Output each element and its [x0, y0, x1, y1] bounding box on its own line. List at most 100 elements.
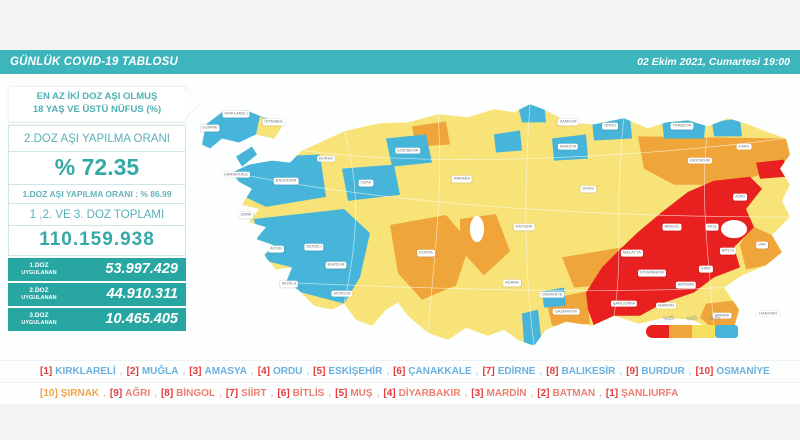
map-region-igdir: [756, 159, 786, 179]
province-label: EDİRNE: [200, 124, 220, 132]
legend-bar: [646, 325, 746, 338]
province-label: ÇANAKKALE: [221, 171, 251, 179]
dose-row-label: 3.DOZ UYGULANAN: [21, 312, 57, 326]
rank-badge: [3]: [471, 388, 484, 399]
province-rank-item: [6] BİTLİS,: [277, 388, 332, 399]
province-label: SİİRT: [698, 265, 714, 273]
rank-badge: [2]: [537, 388, 550, 399]
rank-badge: [6]: [393, 366, 406, 377]
rank-badge: [6]: [277, 388, 290, 399]
separator: ,: [270, 388, 274, 399]
rank-badge: [5]: [335, 388, 348, 399]
province-label: BURDUR: [325, 261, 347, 269]
rank-badge: [4]: [257, 366, 270, 377]
province-rank-item: [5] ESKİŞEHİR,: [313, 366, 390, 377]
province-rank-item: [9] BURDUR,: [626, 366, 692, 377]
province-label: ANKARA: [451, 175, 473, 183]
province-label: MUŞ: [705, 223, 719, 231]
province-label: MARDİN: [656, 302, 676, 310]
province-rank-item: [10] ŞIRNAK,: [40, 388, 106, 399]
province-label: VAN: [756, 241, 768, 249]
province-rank-item: [8] BİNGOL,: [160, 388, 222, 399]
province-label: AMASYA: [557, 143, 579, 150]
rank-badge: [3]: [189, 366, 202, 377]
map-region-southeast-red: [586, 176, 762, 326]
separator: ,: [376, 388, 380, 399]
rank-badge: [9]: [109, 388, 123, 399]
province-label: ŞIRNAK: [712, 312, 732, 320]
stats-panel: EN AZ İKİ DOZ AŞI OLMUŞ 18 YAŞ VE ÜSTÜ N…: [8, 86, 198, 333]
rank-badge: [8]: [160, 388, 174, 399]
bottom-provinces-row: [10] ŞIRNAK, [9] AĞRI, [8] BİNGOL, [7] SİİRT, [6…: [0, 383, 800, 405]
province-label: ADANA: [503, 280, 521, 287]
legend-segment: [669, 325, 692, 338]
map-legend: %55 %65 %75: [646, 315, 746, 346]
province-rank-item: [7] EDİRNE,: [482, 366, 543, 377]
province-label: SİVAS: [580, 185, 596, 193]
separator: ,: [219, 388, 222, 399]
total-doses-title: 1 ,2. VE 3. DOZ TOPLAMI: [8, 203, 186, 226]
rank-badge: [10]: [695, 366, 714, 377]
province-label: ŞANLIURFA: [610, 300, 638, 308]
province-rank-item: [2] BATMAN,: [537, 388, 602, 399]
province-rank-item: [10] OSMANİYE: [695, 366, 770, 377]
province-label: BALIKESİR: [273, 177, 299, 185]
map-region-sinop: [518, 104, 546, 123]
dose-row: 1.DOZ UYGULANAN 53.997.429: [8, 257, 186, 281]
separator: ,: [539, 366, 543, 377]
rank-badge: [10]: [40, 388, 58, 399]
province-rank-item: [8] BALIKESİR,: [546, 366, 623, 377]
separator: ,: [530, 388, 534, 399]
content-area: EN AZ İKİ DOZ AŞI OLMUŞ 18 YAŞ VE ÜSTÜ N…: [0, 74, 800, 360]
legend-threshold-label: %75: [709, 315, 721, 323]
separator: ,: [599, 388, 602, 399]
map-region-artvin: [712, 118, 742, 137]
separator: ,: [688, 366, 692, 377]
province-rank-item: [1] KIRKLARELİ,: [40, 366, 123, 377]
province-label: DENİZLİ: [304, 243, 324, 251]
dose2-rate-value: % 72.35: [8, 151, 186, 185]
province-rank-item: [9] AĞRI,: [109, 388, 157, 399]
map-region-northeast: [638, 136, 790, 185]
map-region-gelibolu: [236, 146, 257, 167]
province-label: BURSA: [317, 155, 335, 162]
province-label: ESKİŞEHİR: [395, 147, 421, 154]
province-label: KONYA: [417, 249, 435, 257]
province-rank-item: [5] MUŞ,: [335, 388, 380, 399]
province-rank-item: [3] MARDİN,: [471, 388, 534, 399]
turkey-map: EDİRNE KIRKLARELİ İSTANBUL ÇANAKKALE BALIKES…: [194, 76, 794, 358]
province-rank-item: [2] MUĞLA,: [126, 366, 186, 377]
rank-badge: [7]: [482, 366, 495, 377]
province-label: BATMAN: [675, 282, 697, 289]
legend-labels: %55 %65 %75: [646, 315, 746, 325]
province-label: BİNGÖL: [662, 223, 682, 231]
callout-line1: EN AZ İKİ DOZ AŞI OLMUŞ: [36, 91, 158, 102]
lake-van: [721, 220, 747, 239]
province-rank-item: [1] ŞANLIURFA: [605, 388, 679, 399]
province-label: HAKKARİ: [757, 310, 779, 318]
rank-badge: [4]: [383, 388, 396, 399]
map-region-southwest-cluster: [254, 208, 370, 304]
province-label: BİTLİS: [719, 247, 737, 255]
separator: ,: [103, 388, 106, 399]
province-rank-item: [7] SİİRT,: [225, 388, 274, 399]
province-label: TRABZON: [670, 122, 694, 130]
province-label: OSMANİYE: [539, 291, 565, 298]
map-region-konya: [390, 214, 470, 300]
rank-badge: [9]: [626, 366, 639, 377]
province-label: İZMİR: [238, 211, 254, 219]
dose-row-value: 53.997.429: [105, 261, 178, 278]
separator: ,: [119, 366, 123, 377]
header-datetime: 02 Ekim 2021, Cumartesi 19:00: [637, 56, 790, 68]
rank-badge: [8]: [546, 366, 559, 377]
province-rank-item: [4] ORDU,: [257, 366, 310, 377]
separator: ,: [182, 366, 186, 377]
map-region-cankiri: [494, 130, 522, 153]
province-rank-item: [3] AMASYA,: [189, 366, 254, 377]
legend-segment: [646, 325, 669, 338]
dose-row-value: 10.465.405: [105, 311, 178, 328]
province-label: AĞRI: [733, 193, 747, 201]
separator: ,: [464, 388, 468, 399]
header-bar: GÜNLÜK COVID-19 TABLOSU 02 Ekim 2021, Cu…: [0, 50, 800, 74]
province-label: KIRKLARELİ: [222, 110, 250, 118]
